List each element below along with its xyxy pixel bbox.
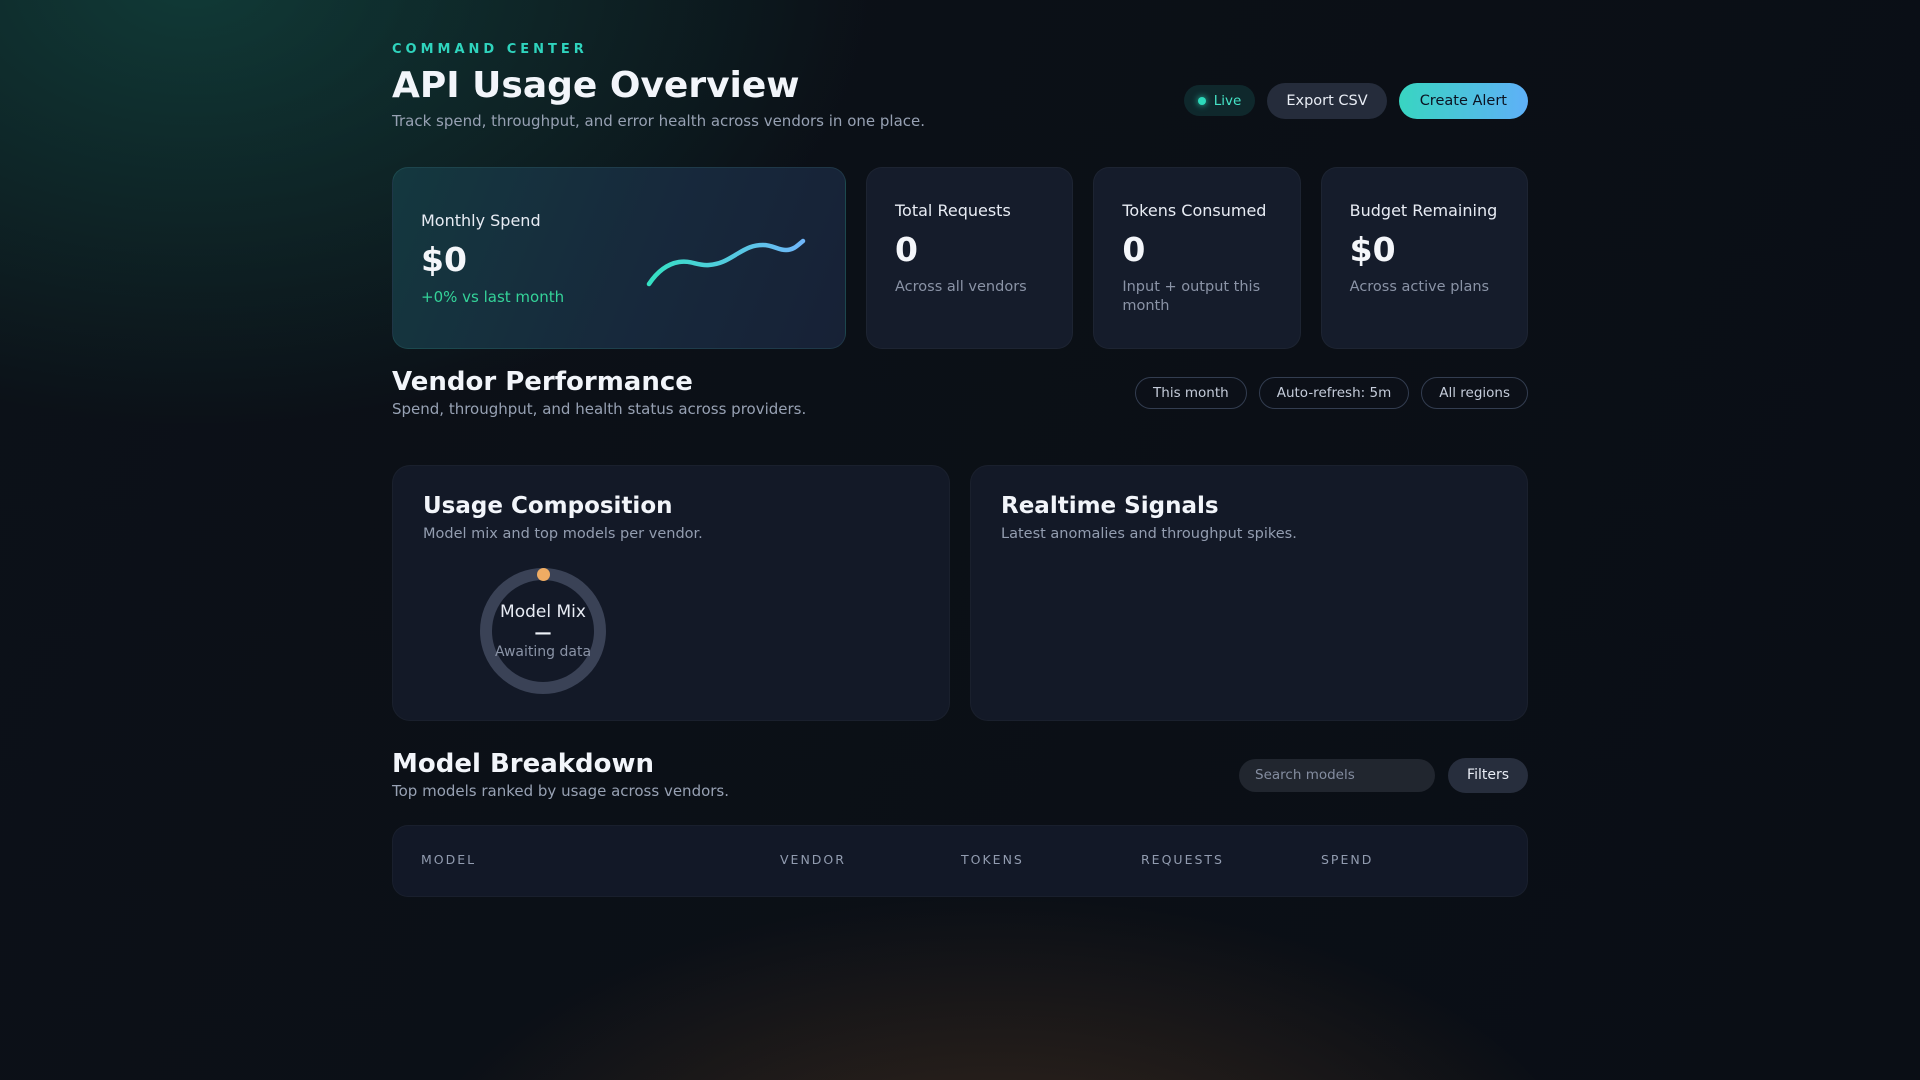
model-mix-donut-chart: Model Mix — Awaiting data [480,567,606,694]
stat-label: Tokens Consumed [1122,201,1267,220]
stats-grid: Monthly Spend $0 +0% vs last month Total… [392,167,1528,349]
model-breakdown-header-text: Model Breakdown Top models ranked by usa… [392,749,729,801]
column-header-model: Model [421,852,477,867]
stat-note: Across all vendors [895,279,1027,295]
export-csv-button[interactable]: Export CSV [1267,82,1387,119]
pill-all-regions[interactable]: All regions [1421,377,1528,409]
page-header: COMMAND CENTER API Usage Overview Track … [392,42,1528,131]
realtime-signals-subtitle: Latest anomalies and throughput spikes. [1001,526,1297,542]
donut-title: Model Mix [500,602,586,622]
model-breakdown-subtitle: Top models ranked by usage across vendor… [392,782,730,800]
dashboard: COMMAND CENTER API Usage Overview Track … [392,0,1528,897]
realtime-signals-title: Realtime Signals [1001,493,1219,519]
donut-center-text: Model Mix — Awaiting data [480,568,606,694]
models-table: Model Vendor Tokens Requests Spend [392,825,1528,897]
eyebrow-label: COMMAND CENTER [392,42,588,57]
column-header-requests: Requests [1141,852,1224,867]
stat-value: $0 [1349,230,1396,269]
model-breakdown-title: Model Breakdown [392,749,655,779]
stat-value: 0 [895,230,918,269]
pill-auto-refresh[interactable]: Auto-refresh: 5m [1258,377,1410,409]
vendor-panels: Usage Composition Model mix and top mode… [392,465,1528,721]
stat-value: $0 [421,239,467,279]
pill-this-month[interactable]: This month [1135,377,1247,409]
stat-card-monthly-spend-text: Monthly Spend $0 +0% vs last month [421,210,564,307]
column-header-tokens: Tokens [961,852,1024,867]
stat-label: Monthly Spend [421,210,541,230]
page-header-text: COMMAND CENTER API Usage Overview Track … [392,42,925,131]
stat-card-monthly-spend: Monthly Spend $0 +0% vs last month [392,167,846,349]
page-subtitle: Track spend, throughput, and error healt… [392,112,926,130]
usage-composition-card: Usage Composition Model mix and top mode… [392,465,950,721]
page-title: API Usage Overview [392,65,800,106]
donut-note: Awaiting data [494,644,592,660]
search-models-input[interactable] [1239,758,1436,792]
live-status-badge: Live [1183,85,1256,116]
live-status-label: Live [1213,92,1242,109]
donut-marker-dot [536,567,550,581]
spend-trend-sparkline-icon [646,238,806,287]
live-dot-icon [1197,96,1206,105]
column-header-vendor: Vendor [780,852,846,867]
column-header-spend: Spend [1321,852,1374,867]
stat-card-tokens-consumed: Tokens Consumed 0 Input + output this mo… [1093,167,1301,349]
donut-value: — [534,623,552,643]
model-breakdown-header: Model Breakdown Top models ranked by usa… [392,749,1528,801]
stat-note: Input + output this month [1122,279,1261,314]
create-alert-button[interactable]: Create Alert [1398,82,1528,119]
header-actions: Live Export CSV Create Alert [1183,70,1528,131]
vendor-filters: This month Auto-refresh: 5m All regions [1135,377,1528,409]
stat-card-total-requests: Total Requests 0 Across all vendors [866,167,1074,349]
stat-card-budget-remaining: Budget Remaining $0 Across active plans [1320,167,1528,349]
stat-label: Total Requests [895,201,1011,220]
vendor-performance-header: Vendor Performance Spend, throughput, an… [392,367,1528,419]
stat-note: Across active plans [1349,279,1490,295]
usage-composition-title: Usage Composition [423,493,673,519]
model-breakdown-controls: Filters [1239,757,1528,793]
stat-value: 0 [1122,230,1146,269]
vendor-performance-subtitle: Spend, throughput, and health status acr… [392,400,807,418]
filters-button[interactable]: Filters [1448,757,1528,793]
realtime-signals-card: Realtime Signals Latest anomalies and th… [970,465,1528,721]
vendor-performance-title: Vendor Performance [392,367,693,397]
usage-composition-subtitle: Model mix and top models per vendor. [423,526,703,542]
stat-delta: +0% vs last month [421,287,565,306]
stat-label: Budget Remaining [1349,201,1498,220]
models-table-header-row: Model Vendor Tokens Requests Spend [421,852,1499,867]
vendor-performance-header-text: Vendor Performance Spend, throughput, an… [392,367,806,419]
